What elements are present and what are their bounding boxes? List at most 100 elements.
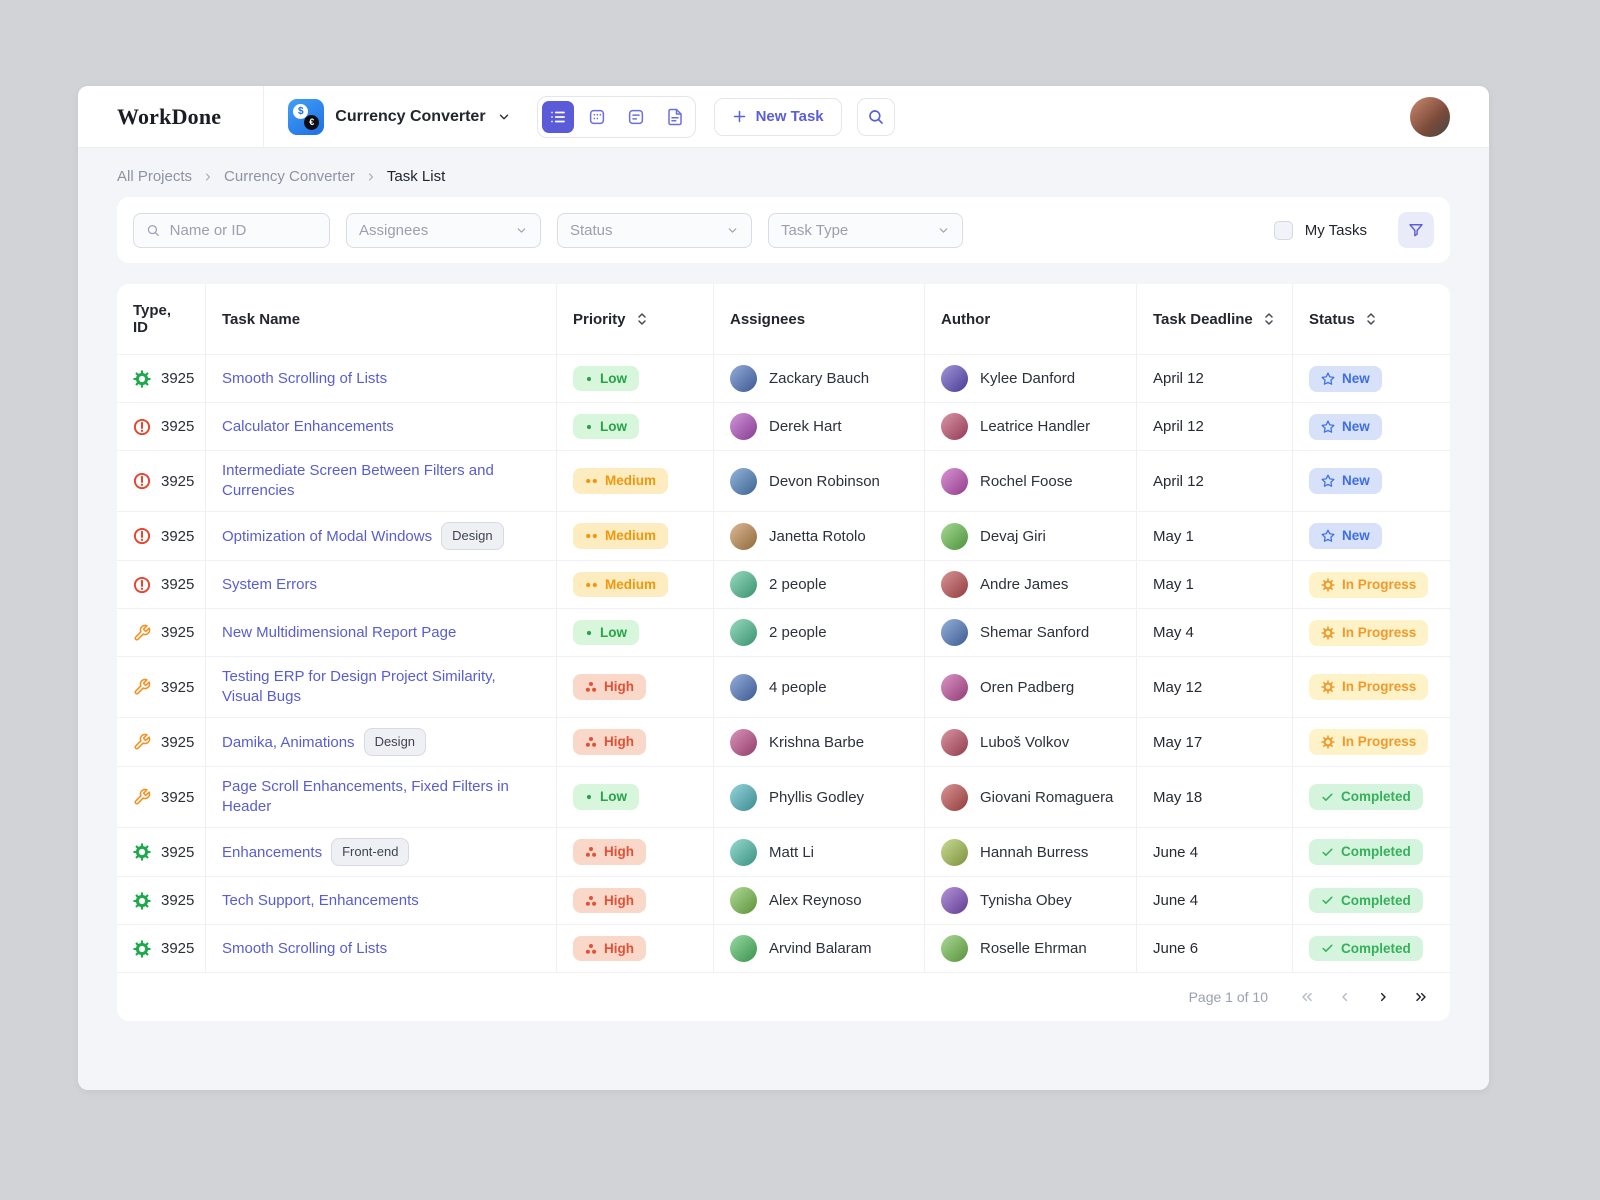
assignee-avatar (730, 365, 757, 392)
new-task-button[interactable]: New Task (713, 97, 842, 136)
first-page-button[interactable] (1292, 982, 1322, 1012)
header-task-deadline[interactable]: Task Deadline (1136, 284, 1292, 354)
medium-priority-dots-icon (586, 582, 597, 587)
task-name-link[interactable]: Damika, Animations (222, 734, 355, 751)
task-name-link[interactable]: Intermediate Screen Between Filters and … (222, 462, 494, 499)
author-name: Roselle Ehrman (980, 940, 1087, 957)
task-name-link[interactable]: System Errors (222, 575, 318, 593)
task-name-link[interactable]: Smooth Scrolling of Lists (222, 939, 388, 957)
alert-icon (133, 472, 151, 490)
document-view-button[interactable] (659, 101, 691, 133)
task-id: 3925 (161, 733, 195, 751)
task-id: 3925 (161, 576, 195, 593)
chevrons-left-icon (1302, 992, 1312, 1002)
check-icon (1322, 896, 1333, 904)
header-priority[interactable]: Priority (556, 284, 713, 354)
search-icon (147, 224, 159, 236)
author-avatar (941, 571, 968, 598)
task-name-link[interactable]: Testing ERP for Design Project Similarit… (222, 668, 496, 705)
app-logo: WorkDone (117, 103, 222, 129)
high-priority-dots-icon (585, 682, 597, 692)
task-name-link[interactable]: Page Scroll Enhancements, Fixed Filters … (222, 778, 509, 815)
table-row: 3925 Intermediate Screen Between Filters… (117, 450, 1450, 511)
funnel-icon (1409, 224, 1423, 237)
my-tasks-toggle[interactable]: My Tasks (1273, 220, 1367, 240)
assignees-dropdown[interactable]: Assignees (346, 212, 541, 248)
global-search-button[interactable] (856, 97, 895, 136)
gear-icon (133, 891, 151, 910)
task-id: 3925 (161, 940, 195, 957)
previous-page-button[interactable] (1330, 982, 1360, 1012)
table-row: 3925 New Multidimensional Report Page Lo… (117, 608, 1450, 656)
gear-icon (1321, 577, 1335, 592)
status-label: Completed (1341, 940, 1411, 956)
author-avatar (941, 838, 968, 866)
status-label: New (1342, 528, 1370, 544)
filter-button[interactable] (1398, 212, 1434, 248)
high-priority-dots-icon (585, 847, 597, 857)
project-switcher[interactable]: $ € Currency Converter (288, 98, 510, 135)
task-name-link[interactable]: Optimization of Modal Windows (222, 528, 433, 545)
table-row: 3925 Damika, Animations Design High Krish… (117, 717, 1450, 766)
gear-icon (1321, 735, 1335, 749)
task-type-icon (133, 733, 151, 751)
priority-label: Low (600, 370, 627, 386)
my-tasks-checkbox[interactable] (1273, 220, 1293, 240)
author-name: Giovani Romaguera (980, 788, 1114, 806)
assignee-name: Phyllis Godley (769, 788, 865, 806)
board-view-icon (589, 109, 604, 124)
status-badge: New (1309, 413, 1382, 440)
user-avatar[interactable] (1410, 96, 1450, 137)
status-badge: New (1309, 468, 1382, 494)
task-type-dropdown[interactable]: Task Type (768, 212, 963, 248)
last-page-button[interactable] (1406, 982, 1436, 1012)
divider (263, 86, 265, 148)
task-type-icon (133, 843, 151, 861)
task-tag: Design (441, 522, 504, 550)
header-assignees: Assignees (713, 284, 924, 354)
task-deadline: May 17 (1153, 733, 1203, 751)
view-switcher (536, 95, 696, 138)
status-label: New (1342, 370, 1370, 386)
task-type-icon (133, 624, 151, 642)
assignee-name: Zackary Bauch (769, 370, 870, 387)
high-priority-dots-icon (585, 895, 597, 906)
gear-icon (133, 939, 151, 958)
search-icon (868, 109, 883, 124)
status-label: Completed (1341, 892, 1411, 908)
wrench-icon (134, 678, 151, 695)
alert-icon (133, 527, 151, 545)
author-avatar (941, 522, 968, 550)
assignee-avatar (730, 619, 757, 646)
header-author: Author (924, 284, 1136, 354)
board-view-button[interactable] (581, 101, 613, 133)
euro-coin-icon: € (304, 114, 320, 130)
task-name-link[interactable]: Smooth Scrolling of Lists (222, 369, 388, 387)
pagination: Page 1 of 10 (117, 972, 1450, 1021)
author-avatar (941, 413, 968, 440)
status-badge: In Progress (1309, 674, 1429, 700)
task-tag: Design (363, 728, 427, 756)
task-name-link[interactable]: Calculator Enhancements (222, 417, 394, 435)
next-page-button[interactable] (1368, 982, 1398, 1012)
star-icon (1321, 529, 1335, 542)
gear-icon (133, 843, 151, 861)
author-name: Tynisha Obey (980, 892, 1072, 909)
assignee-avatar (730, 673, 757, 701)
assignee-name: Arvind Balaram (769, 940, 872, 957)
card-view-button[interactable] (620, 101, 652, 133)
list-view-button[interactable] (541, 100, 574, 133)
low-priority-dot-icon (586, 794, 592, 800)
task-name-link[interactable]: Enhancements (222, 844, 323, 861)
header-status[interactable]: Status (1292, 284, 1450, 354)
status-dropdown[interactable]: Status (557, 212, 752, 248)
breadcrumb-project[interactable]: Currency Converter (224, 168, 355, 185)
assignee-name: 2 people (769, 576, 827, 593)
author-name: Kylee Danford (980, 370, 1076, 387)
task-name-link[interactable]: Tech Support, Enhancements (222, 891, 419, 909)
task-name-link[interactable]: New Multidimensional Report Page (222, 623, 457, 641)
check-icon (1322, 944, 1333, 952)
breadcrumb-all-projects[interactable]: All Projects (117, 168, 193, 185)
author-name: Shemar Sanford (980, 624, 1090, 641)
search-input[interactable] (169, 221, 317, 239)
